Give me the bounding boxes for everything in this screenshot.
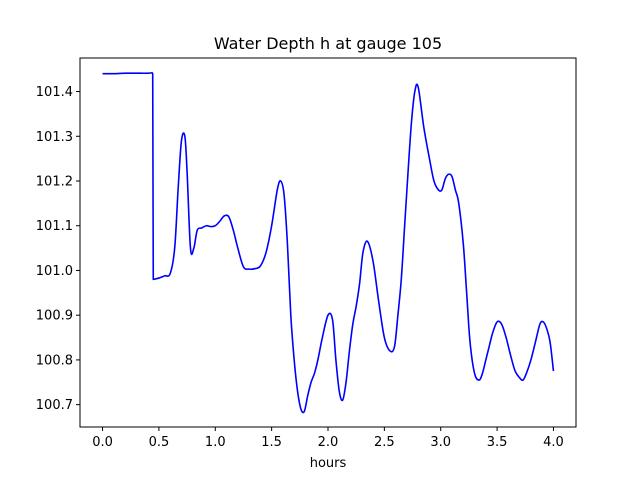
y-tick-label: 101.2	[36, 175, 73, 190]
x-tick-label: 1.0	[205, 435, 226, 450]
chart-title: Water Depth h at gauge 105	[214, 34, 442, 53]
y-tick-label: 101.1	[36, 219, 73, 234]
x-tick-label: 2.0	[318, 435, 339, 450]
y-tick-label: 100.9	[36, 309, 73, 324]
x-tick-label: 3.0	[430, 435, 451, 450]
y-tick-label: 100.8	[36, 353, 73, 368]
y-axis-ticks: 100.7 100.8 100.9 101.0 101.1 101.2 101.3 101.4	[36, 85, 80, 413]
plot-frame	[79, 57, 577, 428]
x-tick-label: 0.5	[149, 435, 170, 450]
x-tick-label: 0.0	[92, 435, 113, 450]
y-tick-label: 101.4	[36, 85, 73, 100]
y-tick-label: 101.0	[36, 264, 73, 279]
series-line	[102, 71, 555, 414]
x-axis-ticks: 0.0 0.5 1.0 1.5 2.0 2.5 3.0 3.5 4.0	[92, 427, 564, 450]
x-tick-label: 3.5	[487, 435, 508, 450]
x-axis-label: hours	[310, 456, 347, 471]
y-tick-label: 100.7	[36, 398, 73, 413]
x-tick-label: 2.5	[374, 435, 395, 450]
y-tick-label: 101.3	[36, 130, 73, 145]
x-tick-label: 1.5	[261, 435, 282, 450]
x-tick-label: 4.0	[543, 435, 564, 450]
plot-area	[102, 71, 555, 414]
